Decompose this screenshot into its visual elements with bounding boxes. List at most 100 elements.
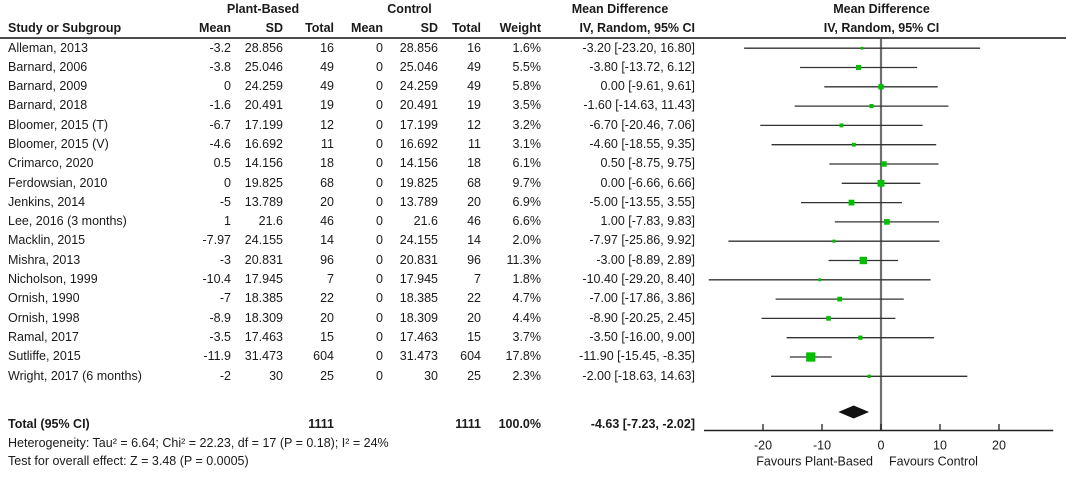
pb-sd-cell: 14.156 — [244, 156, 283, 171]
study-row: Nicholson, 1999 -10.4 17.945 7 0 17.945 7 1.8% -… — [0, 270, 697, 289]
weight-cell: 9.7% — [512, 175, 542, 190]
total-empty-cell — [385, 415, 440, 434]
study-name-cell: Crimarco, 2020 — [8, 156, 94, 171]
pb-mean-cell: -6.7 — [209, 117, 231, 132]
ctrl-sd-cell: 24.259 — [399, 79, 438, 94]
pb-mean-cell: -11.9 — [203, 349, 231, 364]
ctrl-total-cell: 20 — [467, 310, 481, 325]
md-ci-cell: -6.70 [-20.46, 7.06] — [589, 117, 695, 132]
study-name-cell: Barnard, 2018 — [8, 98, 88, 113]
pb-sd-cell: 21.6 — [258, 214, 283, 229]
mean-square — [818, 278, 822, 282]
study-row: Ferdowsian, 2010 0 19.825 68 0 19.825 68 9.7% 0.… — [0, 174, 697, 193]
mean-square — [877, 179, 885, 187]
ctrl-total-cell: 25 — [467, 368, 481, 383]
study-rows: Alleman, 2013 -3.2 28.856 16 0 28.856 16 1.6% -3… — [0, 39, 697, 386]
pb-mean-cell: -8.9 — [209, 310, 231, 325]
weight-cell: 3.2% — [512, 117, 542, 132]
pb-total-cell: 68 — [320, 175, 334, 190]
ctrl-total-cell: 96 — [467, 252, 481, 267]
md-column-subheader: IV, Random, 95% CI — [579, 21, 695, 35]
md-ci-cell: -5.00 [-13.55, 3.55] — [589, 194, 695, 209]
weight-cell: 2.0% — [512, 233, 542, 248]
study-row: Macklin, 2015 -7.97 24.155 14 0 24.155 14 2.0% -… — [0, 231, 697, 250]
ctrl-mean-cell: 0 — [376, 291, 383, 306]
pb-total-cell: 16 — [320, 40, 334, 55]
ctrl-total-cell: 14 — [467, 233, 481, 248]
weight-cell: 6.9% — [512, 194, 542, 209]
study-name-cell: Ramal, 2017 — [8, 329, 79, 344]
ctrl-total-cell: 68 — [467, 175, 481, 190]
ctrl-mean-cell: 0 — [376, 233, 383, 248]
weight-cell: 4.7% — [512, 291, 542, 306]
pb-sd-cell: 31.473 — [244, 349, 283, 364]
mean-square — [851, 142, 856, 147]
pb-total-cell: 49 — [320, 59, 334, 74]
md-ci-cell: -8.90 [-20.25, 2.45] — [589, 310, 695, 325]
group-header-plant-based: Plant-Based — [226, 2, 300, 16]
pb-total-cell: 11 — [321, 136, 334, 151]
ctrl-mean-cell: 0 — [376, 175, 383, 190]
pb-total-cell: 22 — [320, 291, 334, 306]
weight-cell: 3.5% — [512, 98, 542, 113]
study-name-cell: Barnard, 2009 — [8, 79, 88, 94]
study-row: Mishra, 2013 -3 20.831 96 0 20.831 96 11.3% -3.0… — [0, 251, 697, 270]
ctrl-mean-cell: 0 — [376, 156, 383, 171]
total-row: Total (95% CI) 1111 1111 100.0% -4.63 [-… — [0, 415, 697, 434]
pb-mean-cell: -3.8 — [209, 59, 231, 74]
pb-mean-cell: -10.4 — [202, 272, 232, 287]
ctrl-total-cell: 16 — [467, 40, 481, 55]
study-row: Crimarco, 2020 0.5 14.156 18 0 14.156 18 6.1% 0.… — [0, 154, 697, 173]
table-header: Plant-Based Control Mean Difference Stud… — [0, 0, 697, 38]
overall-effect-text: Test for overall effect: Z = 3.48 (P = 0… — [8, 454, 249, 468]
ctrl-mean-cell: 0 — [376, 310, 383, 325]
pb-total-cell: 7 — [327, 272, 334, 287]
weight-cell: 1.6% — [512, 40, 542, 55]
ctrl-mean-cell: 0 — [376, 98, 383, 113]
mean-square — [884, 219, 890, 225]
pb-sd-cell: 28.856 — [244, 40, 283, 55]
md-ci-cell: -7.00 [-17.86, 3.86] — [589, 291, 695, 306]
pb-total-cell: 49 — [320, 79, 334, 94]
study-name-cell: Wright, 2017 (6 months) — [8, 368, 142, 383]
weight-cell: 3.1% — [512, 136, 542, 151]
pb-sd-cell: 18.385 — [244, 291, 283, 306]
study-name-cell: Lee, 2016 (3 months) — [8, 214, 127, 229]
md-column-title: Mean Difference — [571, 2, 669, 16]
study-name-cell: Mishra, 2013 — [8, 252, 81, 267]
pb-total-cell: 19 — [320, 98, 334, 113]
favours-right-label: Favours Control — [889, 455, 978, 469]
study-row: Alleman, 2013 -3.2 28.856 16 0 28.856 16 1.6% -3… — [0, 39, 697, 58]
header-spacer — [0, 0, 190, 19]
ctrl-sd-cell: 30 — [424, 368, 438, 383]
study-name-cell: Macklin, 2015 — [8, 233, 86, 248]
pb-mean-header: Mean — [199, 21, 231, 35]
study-row: Ornish, 1998 -8.9 18.309 20 0 18.309 20 4.4% -8.… — [0, 309, 697, 328]
study-row: Lee, 2016 (3 months) 1 21.6 46 0 21.6 46 6.6% 1.… — [0, 212, 697, 231]
plot-header-subtitle: IV, Random, 95% CI — [823, 21, 940, 35]
pb-mean-cell: -3 — [219, 252, 231, 267]
axis-tick-label: -10 — [813, 439, 831, 453]
mean-square — [869, 104, 874, 109]
pb-mean-cell: -2 — [219, 368, 231, 383]
pb-sd-cell: 18.309 — [244, 310, 283, 325]
study-row: Sutliffe, 2015 -11.9 31.473 604 0 31.473 604 17… — [0, 347, 697, 366]
total-empty-cell — [190, 415, 233, 434]
study-name-cell: Ornish, 1998 — [8, 310, 80, 325]
group-header-row: Plant-Based Control Mean Difference — [0, 0, 697, 19]
md-ci-cell: -3.20 [-23.20, 16.80] — [582, 40, 695, 55]
ctrl-mean-cell: 0 — [376, 194, 383, 209]
study-name-cell: Alleman, 2013 — [8, 40, 88, 55]
pb-total-cell: 96 — [320, 252, 334, 267]
md-ci-cell: -1.60 [-14.63, 11.43] — [583, 98, 695, 113]
ctrl-total-cell: 22 — [467, 291, 481, 306]
mean-square — [856, 64, 862, 71]
axis-tick-label: 0 — [878, 439, 885, 453]
study-row: Jenkins, 2014 -5 13.789 20 0 13.789 20 6.9% -5.0… — [0, 193, 697, 212]
pb-mean-cell: -3.2 — [209, 40, 231, 55]
weight-cell: 6.6% — [512, 214, 542, 229]
study-row: Bloomer, 2015 (V) -4.6 16.692 11 0 16.692 11 3.… — [0, 135, 697, 154]
pb-sd-cell: 30 — [269, 368, 283, 383]
plot-header-title: Mean Difference — [833, 2, 930, 16]
ctrl-mean-cell: 0 — [376, 252, 383, 267]
